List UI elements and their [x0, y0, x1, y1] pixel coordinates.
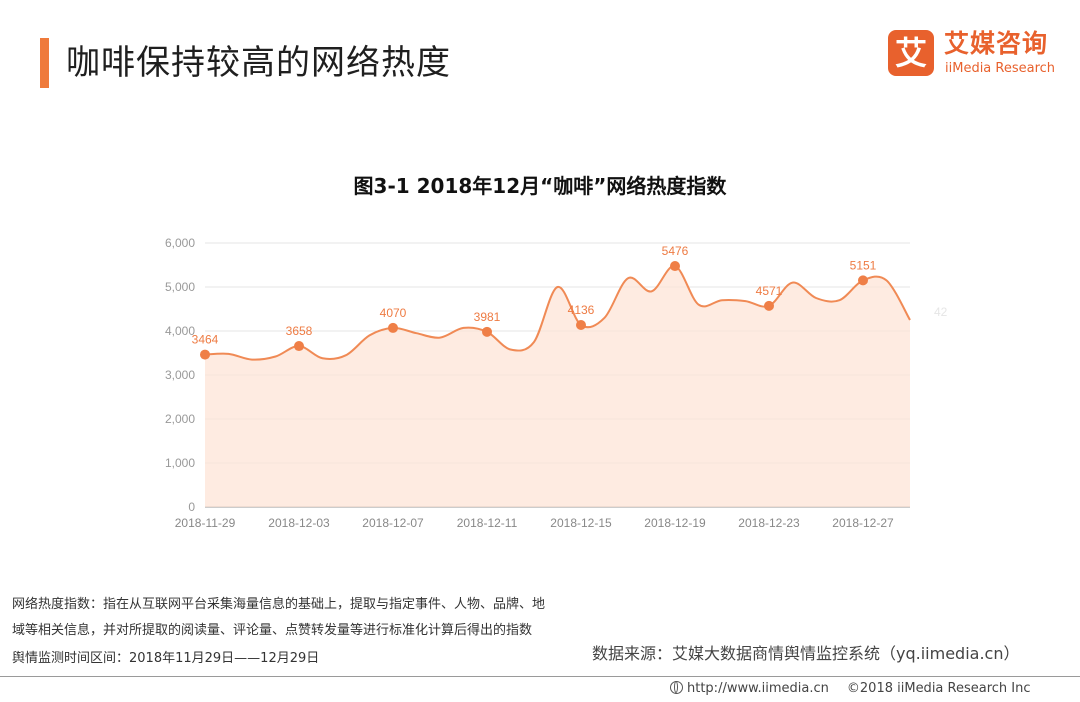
data-point-marker	[388, 322, 398, 333]
x-tick-label: 2018-12-07	[362, 516, 424, 530]
data-point-marker	[200, 349, 210, 360]
data-label: 5476	[662, 244, 689, 258]
footer-divider	[0, 676, 1080, 677]
note-line-2: 域等相关信息，并对所提取的阅读量、评论量、点赞转发量等进行标准化计算后得出的指数	[12, 623, 533, 638]
data-label: 5151	[850, 258, 877, 272]
y-tick-label: 3,000	[165, 368, 195, 382]
data-source: 数据来源：艾媒大数据商情舆情监控系统（yq.iimedia.cn）	[592, 644, 1020, 663]
y-tick-label: 2,000	[165, 412, 195, 426]
data-label: 4070	[380, 306, 407, 320]
area-fill	[205, 265, 910, 507]
title-accent-bar	[40, 38, 49, 88]
footer-url[interactable]: http://www.iimedia.cn	[687, 681, 829, 696]
end-data-label: 42	[934, 305, 948, 319]
data-point-marker	[670, 261, 680, 272]
data-label: 3658	[286, 324, 313, 338]
y-tick-label: 6,000	[165, 236, 195, 250]
x-tick-label: 2018-11-29	[175, 516, 236, 530]
y-tick-label: 0	[188, 500, 195, 514]
data-point-marker	[482, 326, 492, 337]
logo-mark: 艾	[888, 30, 934, 76]
note-line-1: 网络热度指数：指在从互联网平台采集海量信息的基础上，提取与指定事件、人物、品牌、…	[12, 597, 546, 612]
y-tick-label: 5,000	[165, 280, 195, 294]
series-line	[204, 265, 911, 361]
chart-title: 图3-1 2018年12月“咖啡”网络热度指数	[353, 174, 727, 198]
iimedia-logo: 艾 艾媒咨询 iiMedia Research	[888, 29, 1063, 80]
x-tick-label: 2018-12-15	[550, 516, 612, 530]
data-label: 4571	[756, 284, 783, 298]
data-point-marker	[858, 275, 868, 286]
globe-icon	[670, 681, 683, 694]
footer-copyright: ©2018 iiMedia Research Inc	[846, 681, 1031, 696]
heat-index-chart: 0 1,000 2,000 3,000 4,000 5,000 6,000 2018-11-2…	[165, 236, 948, 530]
logo-en-text: iiMedia Research	[945, 61, 1056, 76]
y-tick-label: 1,000	[165, 456, 195, 470]
y-tick-label: 4,000	[165, 324, 195, 338]
data-point-marker	[576, 320, 586, 331]
data-label: 4136	[568, 303, 595, 317]
x-tick-label: 2018-12-23	[738, 516, 800, 530]
note-line-3: 舆情监测时间区间：2018年11月29日——12月29日	[12, 651, 320, 666]
data-point-marker	[294, 341, 304, 352]
x-tick-label: 2018-12-27	[832, 516, 894, 530]
data-label: 3981	[474, 310, 501, 324]
x-tick-label: 2018-12-03	[268, 516, 330, 530]
data-label: 3464	[192, 333, 219, 347]
x-tick-label: 2018-12-19	[644, 516, 706, 530]
footer: http://www.iimedia.cn ©2018 iiMedia Resea…	[670, 680, 1031, 698]
data-point-marker	[764, 300, 774, 311]
x-tick-label: 2018-12-11	[457, 516, 518, 530]
page-title: 咖啡保持较高的网络热度	[66, 43, 451, 83]
logo-cn-text: 艾媒咨询	[944, 29, 1049, 58]
